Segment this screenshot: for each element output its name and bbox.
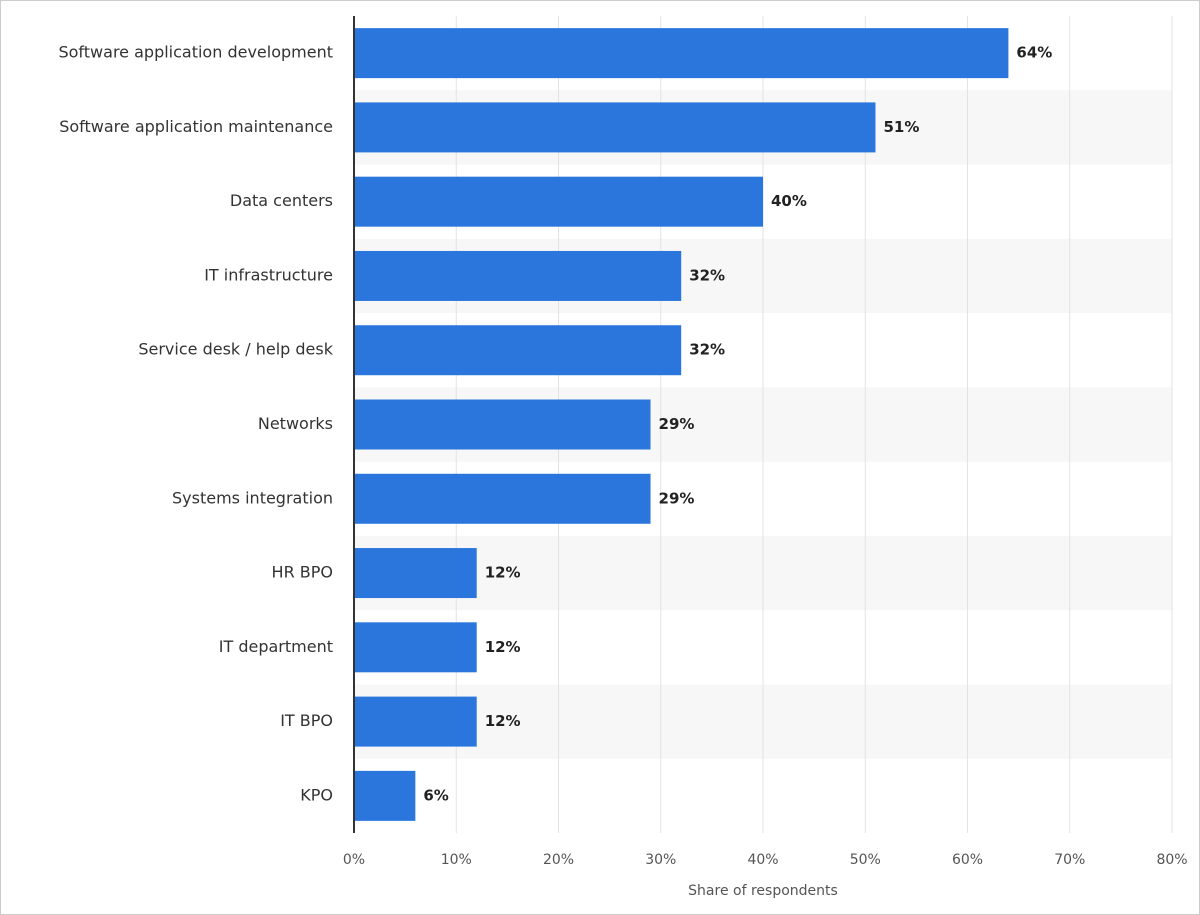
x-tick-label: 50% [850,852,881,868]
category-label: IT BPO [280,711,333,730]
bar [354,399,651,450]
category-label: Software application maintenance [59,117,333,136]
value-label: 40% [771,192,807,210]
value-label: 32% [689,341,725,359]
category-label: Service desk / help desk [138,340,333,359]
value-label: 12% [485,712,521,730]
bar [354,548,477,599]
value-label: 12% [485,564,521,582]
x-tick-label: 60% [952,852,983,868]
x-tick-label: 0% [343,852,365,868]
category-label: IT department [219,637,333,656]
value-label: 29% [659,415,695,433]
value-label: 6% [423,786,448,804]
value-label: 29% [659,489,695,507]
x-tick-label: 70% [1054,852,1085,868]
value-label: 51% [883,118,919,136]
x-tick-label: 10% [441,852,472,868]
category-label: Systems integration [172,488,333,507]
x-tick-label: 20% [543,852,574,868]
bar [354,696,477,747]
bar [354,622,477,673]
x-tick-label: 80% [1156,852,1187,868]
bar [354,473,651,524]
bar [354,770,416,821]
x-tick-label: 40% [747,852,778,868]
x-tick-label: 30% [645,852,676,868]
x-axis-title: Share of respondents [688,883,838,899]
bar [354,28,1009,79]
bar [354,325,682,376]
bar [354,250,682,301]
value-label: 12% [485,638,521,656]
category-label: Data centers [230,191,333,210]
bar [354,102,876,153]
category-label: KPO [300,785,333,804]
category-label: Networks [258,414,333,433]
value-label: 32% [689,266,725,284]
plot: Software application development 64% Softw… [58,16,1052,833]
bar [354,176,763,227]
category-label: IT infrastructure [204,265,333,284]
value-label: 64% [1016,44,1052,62]
category-label: HR BPO [272,563,333,582]
category-label: Software application development [58,43,333,62]
